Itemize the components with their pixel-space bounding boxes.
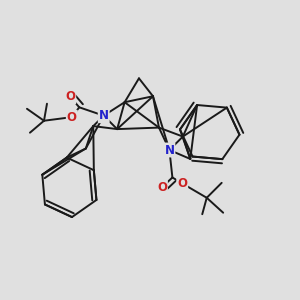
Text: N: N (164, 143, 174, 157)
Text: O: O (157, 181, 167, 194)
Text: O: O (67, 111, 77, 124)
Text: N: N (99, 109, 109, 122)
Text: O: O (65, 90, 75, 103)
Text: O: O (177, 177, 187, 190)
